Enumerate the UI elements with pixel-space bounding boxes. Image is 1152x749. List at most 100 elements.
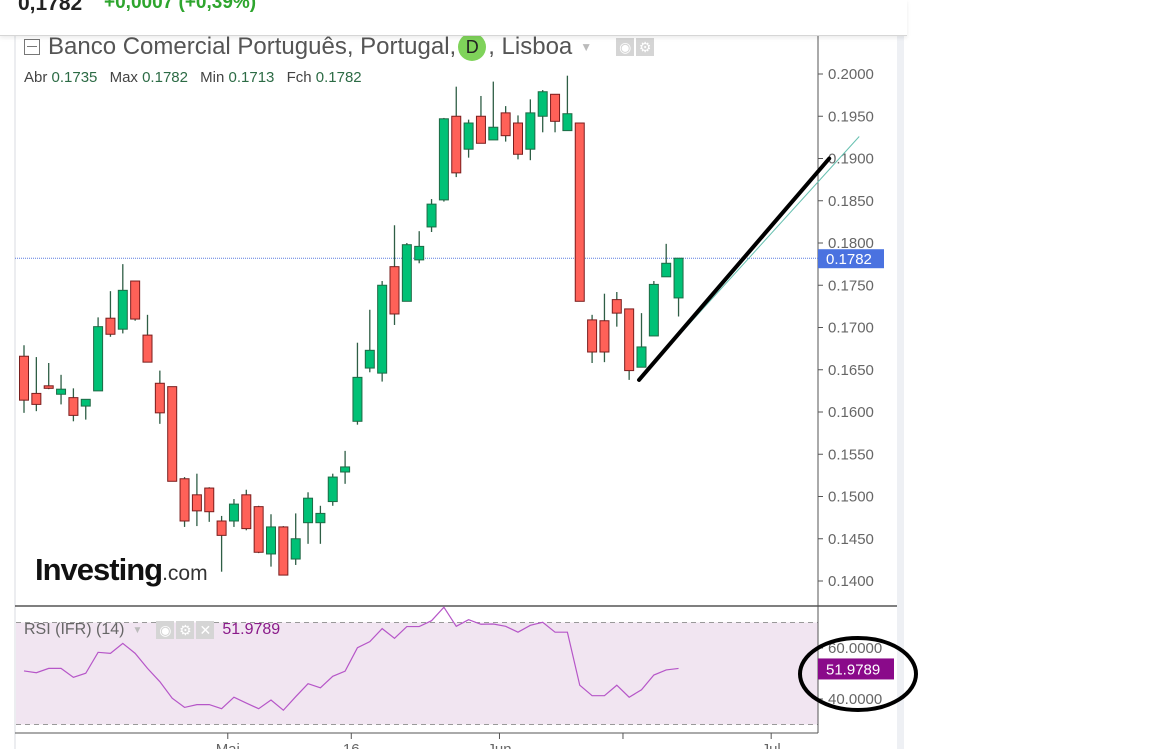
candle-body: [426, 203, 437, 228]
candle: [364, 309, 375, 373]
candle: [475, 95, 486, 144]
candle-body: [673, 257, 684, 299]
candle: [105, 291, 116, 337]
rsi-tick-label: 60.0000: [828, 640, 882, 657]
candle-body: [661, 262, 672, 278]
candle-body: [438, 118, 449, 201]
candle-body: [648, 283, 659, 337]
candle: [414, 231, 425, 264]
price-change: +0,0007 (+0,39%): [104, 0, 257, 13]
close-label: Fch: [286, 69, 312, 86]
candle: [636, 313, 647, 368]
rsi-band: [16, 622, 818, 725]
candle: [513, 115, 523, 160]
candle-body: [80, 398, 91, 407]
rsi-value-tag: [818, 658, 894, 680]
candle: [648, 281, 659, 337]
candle: [426, 199, 437, 233]
rsi-value: 51.9789: [222, 621, 281, 638]
low-label: Min: [200, 69, 225, 86]
candle: [19, 345, 29, 413]
price-tick-label: 0.1950: [828, 108, 874, 125]
candle-body: [340, 466, 351, 473]
candle: [340, 450, 351, 484]
candle: [43, 362, 54, 390]
candles: [19, 75, 684, 576]
price-tick-label: 0.1450: [828, 531, 874, 548]
candle-body: [611, 299, 622, 314]
candle-body: [68, 397, 79, 416]
candle-body: [500, 112, 511, 137]
candle-body: [303, 497, 314, 524]
interval-badge[interactable]: D: [458, 33, 487, 61]
quote-header: 0,1782 +0,0007 (+0,39%): [0, 0, 907, 36]
high-label: Max: [109, 69, 138, 86]
candle: [550, 93, 561, 133]
title-exchange: , Lisboa: [488, 33, 573, 60]
ohlc-legend: Abr 0.1735 Max 0.1782 Min 0.1713 Fch 0.1…: [24, 69, 370, 86]
open-value: 0.1735: [51, 69, 98, 86]
rsi-tick-label: 40.0000: [828, 691, 882, 708]
candle: [278, 526, 289, 576]
price-tick-label: 0.1700: [828, 320, 874, 337]
candle-body: [117, 289, 128, 330]
low-value: 0.1713: [228, 69, 275, 86]
candle: [241, 489, 252, 531]
candle: [599, 293, 610, 363]
candle-body: [352, 376, 363, 422]
gear-icon[interactable]: ⚙: [176, 621, 195, 639]
candle-body: [513, 122, 523, 155]
candle-body: [241, 494, 252, 530]
price-tick-label: 0.1500: [828, 489, 874, 506]
candle: [266, 514, 276, 567]
price-tick-label: 0.1650: [828, 362, 874, 379]
candle-body: [624, 308, 635, 372]
open-label: Abr: [24, 69, 48, 86]
candle-body: [401, 244, 412, 302]
candle-body: [167, 386, 178, 482]
candle-body: [451, 115, 462, 174]
rsi-pane: 60.0000 40.0000: [16, 622, 882, 725]
candle-body: [587, 319, 598, 353]
candle: [352, 342, 363, 425]
candle-body: [130, 280, 141, 320]
candle: [142, 314, 153, 363]
annotations[interactable]: [637, 136, 918, 712]
eye-icon[interactable]: ◉: [156, 621, 175, 639]
candle-body: [414, 245, 425, 261]
candle: [525, 99, 536, 161]
rsi-line: [23, 606, 679, 712]
gear-icon[interactable]: ⚙: [636, 38, 655, 56]
candle-body: [105, 317, 116, 335]
candle-body: [537, 91, 548, 117]
candle: [611, 292, 622, 327]
candle-body: [204, 487, 215, 513]
candle-body: [327, 476, 338, 503]
trendline: [637, 156, 832, 382]
candle-body: [278, 526, 289, 576]
candle-body: [253, 506, 264, 553]
candle: [673, 257, 684, 317]
candle-body: [599, 320, 610, 353]
candle: [587, 314, 598, 363]
chevron-down-icon[interactable]: ▼: [132, 624, 143, 636]
time-tick-label: Jun: [487, 741, 511, 749]
eye-icon[interactable]: ◉: [616, 38, 635, 56]
candle: [500, 106, 511, 142]
candle-body: [290, 538, 301, 560]
candle-body: [488, 126, 499, 141]
collapse-icon[interactable]: [24, 39, 40, 55]
candle: [80, 398, 91, 420]
candle-body: [463, 122, 474, 150]
close-icon[interactable]: ✕: [196, 621, 215, 639]
candle: [488, 81, 499, 141]
candle-body: [191, 494, 202, 512]
chevron-down-icon[interactable]: ▼: [580, 40, 593, 54]
candle: [537, 90, 548, 133]
candle-body: [228, 503, 239, 522]
chart-right-border: [897, 36, 904, 749]
candle: [179, 477, 190, 527]
time-axis: Mai 16 Jun Jul: [15, 732, 818, 749]
high-value: 0.1782: [142, 69, 188, 86]
price-tick-label: 0.1750: [828, 277, 874, 294]
